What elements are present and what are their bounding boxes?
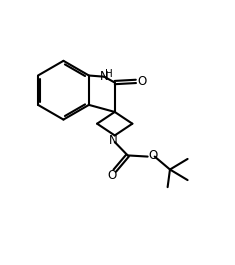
Text: O: O [137, 75, 146, 88]
Text: N: N [100, 70, 109, 83]
Text: N: N [109, 134, 118, 147]
Text: O: O [108, 169, 117, 182]
Text: O: O [148, 149, 157, 162]
Text: H: H [105, 69, 113, 79]
